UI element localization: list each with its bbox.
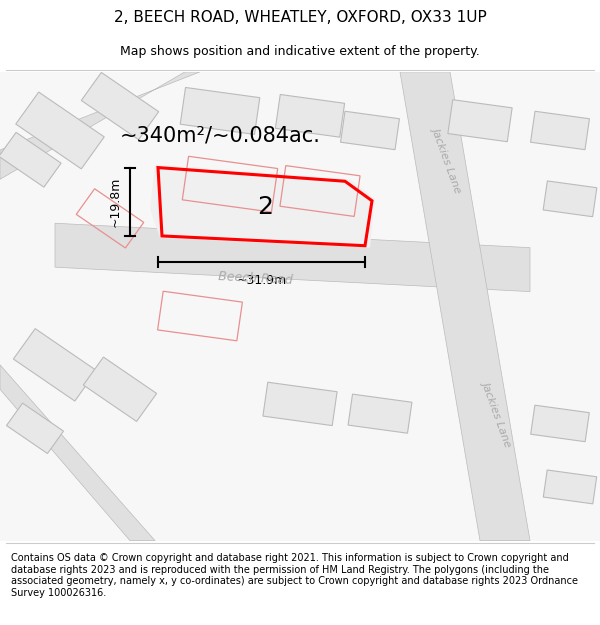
Text: 2, BEECH ROAD, WHEATLEY, OXFORD, OX33 1UP: 2, BEECH ROAD, WHEATLEY, OXFORD, OX33 1U… (113, 11, 487, 26)
Polygon shape (0, 132, 61, 187)
Polygon shape (530, 405, 589, 442)
Polygon shape (275, 94, 344, 137)
Polygon shape (55, 223, 530, 292)
Polygon shape (341, 111, 400, 149)
Text: ~19.8m: ~19.8m (109, 177, 122, 227)
Polygon shape (150, 164, 375, 248)
Text: 2: 2 (257, 194, 273, 219)
Polygon shape (543, 470, 597, 504)
Polygon shape (83, 357, 157, 421)
Text: Contains OS data © Crown copyright and database right 2021. This information is : Contains OS data © Crown copyright and d… (11, 553, 578, 598)
Polygon shape (7, 403, 64, 454)
Text: Map shows position and indicative extent of the property.: Map shows position and indicative extent… (120, 45, 480, 58)
Text: Jackies Lane: Jackies Lane (481, 379, 514, 448)
Polygon shape (0, 365, 155, 541)
Polygon shape (348, 394, 412, 433)
Polygon shape (0, 72, 600, 541)
Polygon shape (543, 181, 597, 217)
Polygon shape (400, 72, 530, 541)
Polygon shape (263, 382, 337, 426)
Polygon shape (81, 72, 159, 139)
Polygon shape (180, 88, 260, 134)
Text: Jackies Lane: Jackies Lane (431, 126, 463, 194)
Polygon shape (16, 92, 104, 169)
Text: ~31.9m: ~31.9m (236, 274, 287, 287)
Polygon shape (530, 111, 589, 149)
Text: Beech Road: Beech Road (217, 271, 293, 288)
Polygon shape (0, 72, 200, 179)
Polygon shape (13, 329, 97, 401)
Polygon shape (448, 100, 512, 142)
Text: ~340m²/~0.084ac.: ~340m²/~0.084ac. (119, 126, 320, 146)
